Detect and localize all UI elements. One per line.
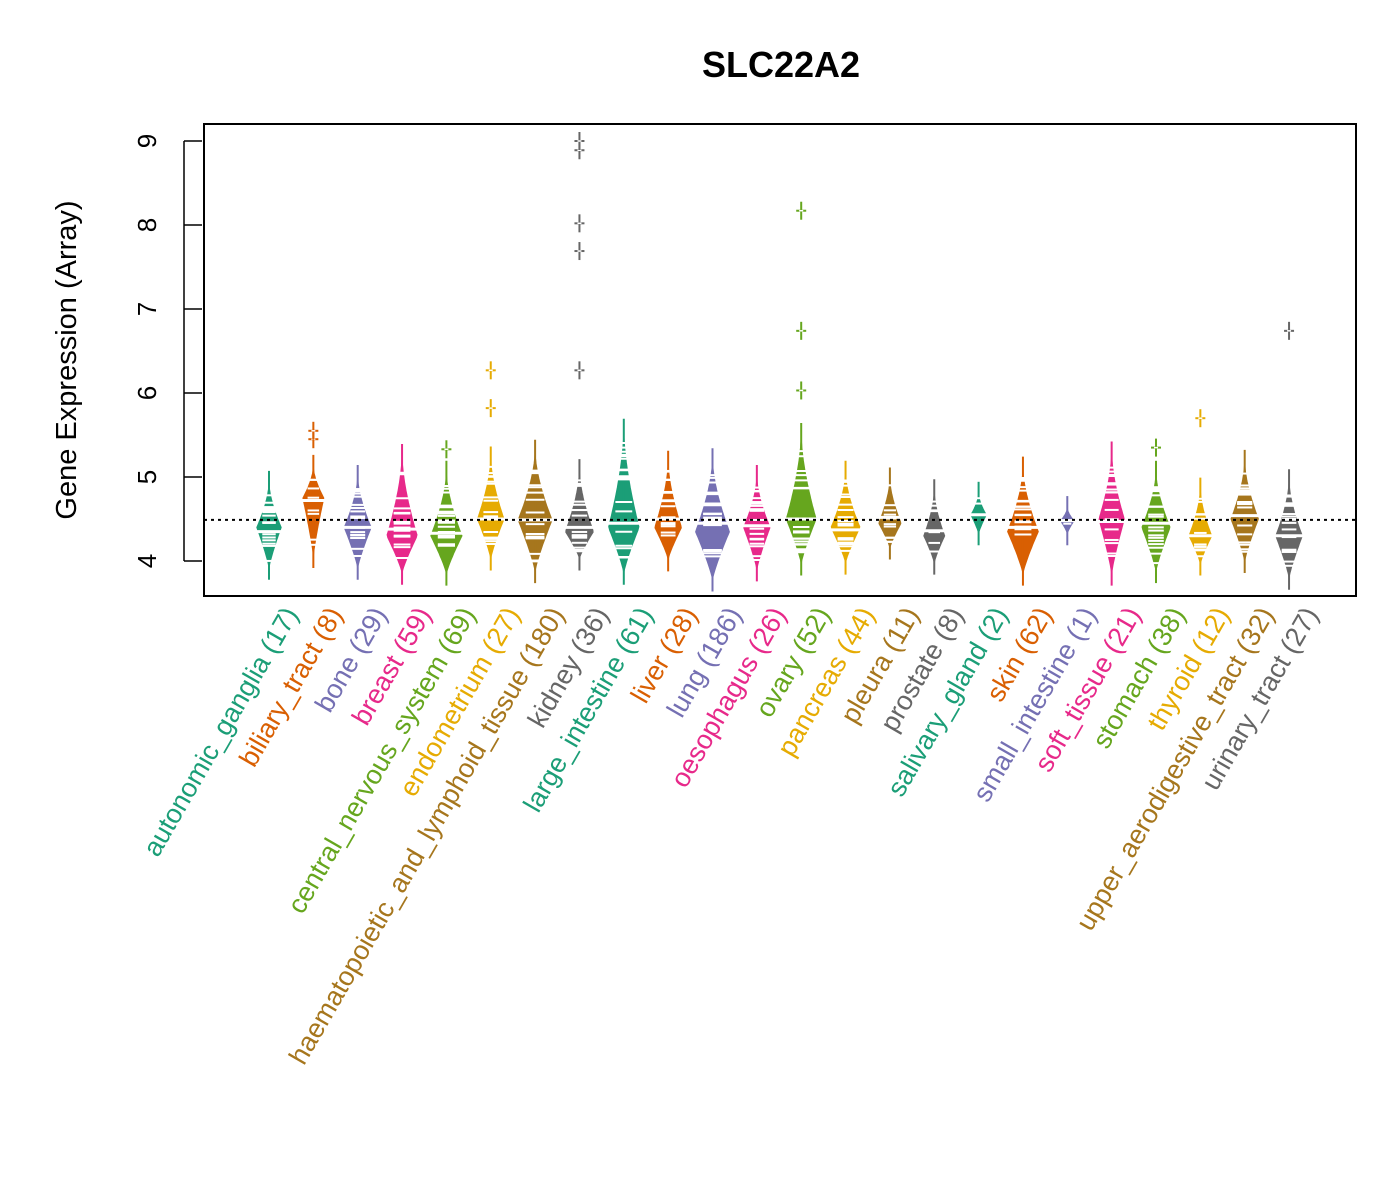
bean-breast	[384, 444, 420, 585]
bean-prostate	[921, 479, 947, 575]
bean-urinary_tract	[1273, 321, 1305, 590]
bean-autonomic_ganglia	[254, 470, 284, 580]
bean-ovary	[784, 201, 819, 576]
bean-pleura	[876, 467, 904, 560]
plot-area	[254, 132, 1305, 592]
bean-soft_tissue	[1096, 441, 1127, 586]
y-tick-label: 6	[132, 386, 162, 400]
y-tick-label: 8	[132, 218, 162, 232]
bean-upper_aerodigestive_tract	[1228, 449, 1261, 573]
bean-salivary_gland	[968, 481, 989, 546]
y-tick-label: 4	[132, 554, 162, 568]
y-axis-label: Gene Expression (Array)	[51, 200, 83, 519]
bean-haematopoietic_and_lymphoid_tissue	[516, 439, 555, 584]
y-tick-label: 5	[132, 470, 162, 484]
bean-skin	[1005, 456, 1041, 586]
y-axis: 4 5 6 7 8 9	[132, 134, 202, 568]
x-axis-labels: autonomic_ganglia (17)biliary_tract (8)b…	[137, 602, 1324, 1069]
bean-lung	[693, 448, 732, 592]
plot-frame	[203, 123, 1357, 597]
bean-thyroid	[1186, 409, 1214, 576]
bean-biliary_tract	[300, 421, 326, 568]
bean-oesophagus	[741, 465, 773, 582]
bean-bone	[342, 465, 374, 580]
bean-stomach	[1139, 438, 1173, 584]
bean-large_intestine	[606, 418, 642, 585]
y-tick-label: 7	[132, 302, 162, 316]
bean-liver	[652, 450, 684, 572]
bean-pancreas	[829, 460, 863, 575]
bean-endometrium	[475, 361, 507, 571]
bean-kidney	[563, 132, 596, 571]
y-tick-label: 9	[132, 134, 162, 148]
chart-title: SLC22A2	[702, 44, 860, 85]
bean-central_nervous_system	[428, 440, 465, 586]
